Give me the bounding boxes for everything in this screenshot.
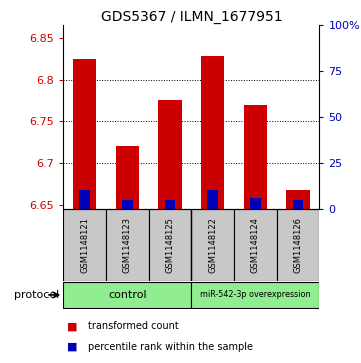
Bar (286, 189, 310, 209)
Bar (158, 101, 182, 209)
Text: GSM1148125: GSM1148125 (165, 217, 174, 273)
Bar (149, 209, 191, 281)
Bar (116, 146, 139, 209)
Text: percentile rank within the sample: percentile rank within the sample (88, 342, 253, 352)
Bar (191, 209, 234, 281)
Bar (122, 200, 132, 209)
Bar (207, 191, 218, 209)
Text: GSM1148121: GSM1148121 (80, 217, 89, 273)
Title: GDS5367 / ILMN_1677951: GDS5367 / ILMN_1677951 (100, 11, 282, 24)
Text: control: control (108, 290, 147, 300)
Text: transformed count: transformed count (88, 321, 179, 331)
Bar (244, 105, 267, 209)
Text: ■: ■ (67, 342, 77, 352)
Text: protocol: protocol (14, 290, 60, 300)
Text: GSM1148126: GSM1148126 (293, 217, 303, 273)
Bar (250, 198, 261, 209)
Bar (277, 209, 319, 281)
Text: GSM1148124: GSM1148124 (251, 217, 260, 273)
Bar (63, 209, 106, 281)
Text: miR-542-3p overexpression: miR-542-3p overexpression (200, 290, 311, 299)
Bar (234, 209, 277, 281)
Bar (165, 200, 175, 209)
Bar (201, 56, 225, 209)
Bar (293, 200, 304, 209)
Bar (73, 59, 96, 209)
Text: GSM1148122: GSM1148122 (208, 217, 217, 273)
Text: ■: ■ (67, 321, 77, 331)
Bar (191, 282, 319, 308)
Bar (106, 209, 149, 281)
Bar (79, 191, 90, 209)
Text: GSM1148123: GSM1148123 (123, 217, 132, 273)
Bar (63, 282, 191, 308)
